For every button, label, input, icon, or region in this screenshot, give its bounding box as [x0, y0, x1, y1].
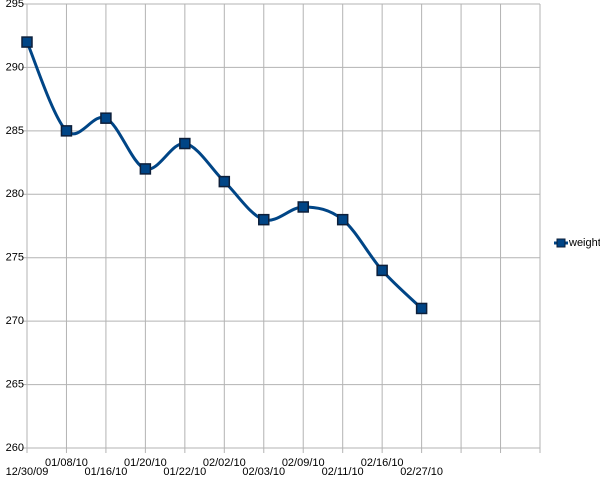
- point-marker: [100, 112, 112, 124]
- legend-label: weight: [568, 237, 600, 249]
- x-tick-label: 02/16/10: [361, 457, 404, 469]
- y-tick-label: 295: [6, 0, 24, 10]
- x-tick-label: 02/09/10: [282, 457, 325, 469]
- point-marker: [376, 264, 388, 277]
- y-tick-label: 275: [6, 252, 24, 264]
- point-marker: [258, 213, 270, 226]
- x-tick-label: 02/02/10: [203, 457, 246, 469]
- x-tick-label: 02/11/10: [322, 466, 364, 478]
- x-tick-label: 01/08/10: [45, 457, 88, 469]
- x-tick-label: 12/30/09: [6, 466, 49, 478]
- point-marker: [336, 213, 349, 226]
- point-marker: [415, 302, 428, 315]
- x-tick-label: 01/22/10: [163, 466, 206, 478]
- y-tick-label: 290: [6, 61, 24, 73]
- x-tick-label: 01/20/10: [124, 457, 167, 469]
- point-marker: [60, 125, 73, 137]
- point-marker: [297, 201, 309, 213]
- x-tick-label: 01/16/10: [85, 466, 128, 478]
- x-tick-label: 02/03/10: [242, 466, 285, 478]
- point-marker: [139, 163, 152, 175]
- point-marker: [218, 175, 231, 188]
- y-tick-label: 270: [6, 315, 24, 327]
- point-marker: [21, 36, 33, 48]
- y-tick-label: 280: [6, 188, 24, 200]
- x-tick-label: 02/27/10: [400, 466, 443, 478]
- y-tick-label: 265: [6, 378, 24, 390]
- legend-marker: [556, 238, 566, 248]
- point-marker: [179, 137, 191, 150]
- y-tick-label: 285: [6, 125, 24, 137]
- y-tick-label: 260: [6, 442, 24, 454]
